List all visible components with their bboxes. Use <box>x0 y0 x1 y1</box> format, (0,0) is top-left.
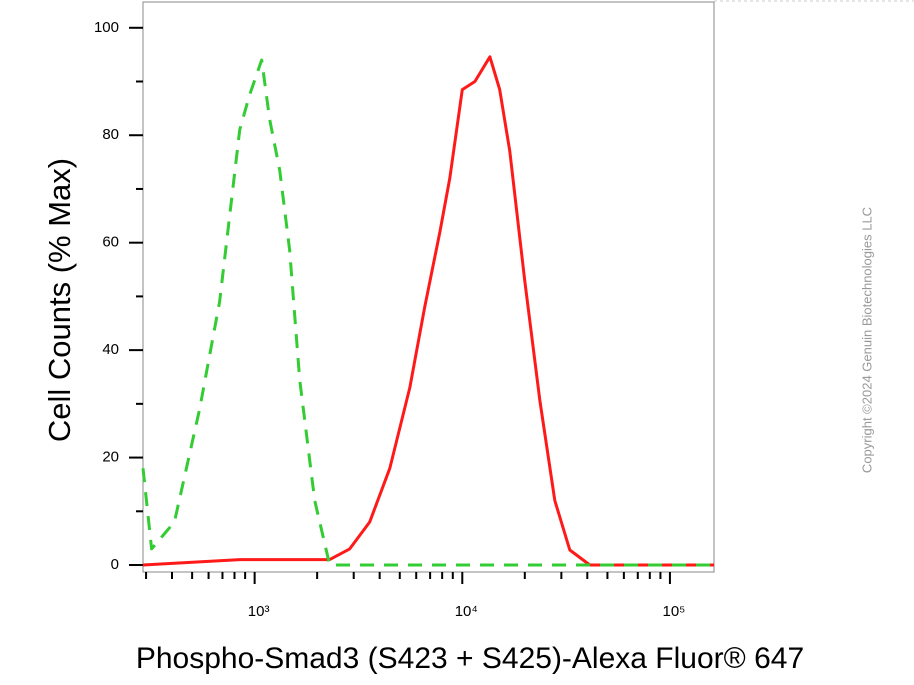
y-tick-label: 0 <box>111 556 119 573</box>
x-tick-label: 10³ <box>248 603 270 620</box>
histogram-line <box>142 55 714 567</box>
y-tick-label: 40 <box>102 341 119 358</box>
y-tick-label: 60 <box>102 234 119 251</box>
y-axis-title: Cell Counts (% Max) <box>42 158 77 442</box>
y-tick-label: 20 <box>102 449 119 466</box>
x-tick-label: 10⁴ <box>455 603 478 620</box>
y-tick-label: 80 <box>102 126 119 143</box>
x-axis-title: Phospho-Smad3 (S423 + S425)-Alexa Fluor®… <box>136 642 804 675</box>
y-tick-label: 100 <box>94 19 119 36</box>
plot-frame <box>142 1 715 573</box>
histogram-line <box>141 58 714 567</box>
x-tick-label: 10⁵ <box>662 603 685 620</box>
copyright: Copyright ©2024 Genuin Biotechnologies L… <box>859 207 874 473</box>
